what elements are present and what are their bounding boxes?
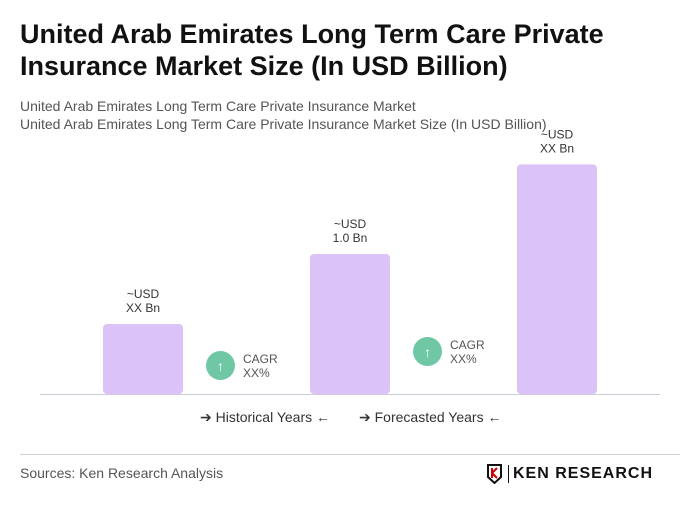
bar-1 [103, 324, 183, 394]
legend-forecasted-label: Forecasted Years [374, 409, 484, 425]
cagr-badge-1: ↑ CAGR XX% [206, 351, 278, 380]
ken-research-logo: KEN RESEARCH [486, 464, 653, 484]
arrow-right-icon: ➔ [200, 409, 212, 425]
cagr-label: CAGR [450, 337, 485, 352]
logo-mark-icon [487, 464, 502, 484]
arrow-left-icon: ← [487, 409, 502, 425]
cagr-value: XX% [450, 351, 477, 366]
legend-historical: ➔ Historical Years ← [200, 409, 330, 426]
bar-3 [517, 164, 597, 394]
data-label: ~USD [334, 217, 367, 231]
subtitle-2: United Arab Emirates Long Term Care Priv… [20, 116, 547, 132]
cagr-label: CAGR [243, 351, 278, 366]
footer-divider [20, 454, 680, 455]
legend-historical-label: Historical Years [215, 409, 313, 425]
chart-title: United Arab Emirates Long Term Care Priv… [20, 19, 604, 81]
data-label: ~USD [541, 127, 574, 141]
source-note: Sources: Ken Research Analysis [20, 465, 224, 481]
bar-2 [310, 254, 390, 394]
cagr-value: XX% [243, 365, 270, 380]
data-label: XX Bn [540, 141, 574, 155]
arrow-up-icon: ↑ [413, 337, 442, 366]
data-label: ~USD [127, 287, 160, 301]
cagr-badge-2: ↑ CAGR XX% [413, 337, 485, 366]
arrow-up-icon: ↑ [206, 351, 235, 380]
arrow-left-icon: ← [316, 409, 331, 425]
data-label: 1.0 Bn [333, 231, 368, 245]
arrow-right-icon: ➔ [359, 409, 371, 425]
data-label: XX Bn [126, 301, 160, 315]
subtitle: United Arab Emirates Long Term Care Priv… [20, 98, 416, 114]
legend-forecasted: ➔ Forecasted Years ← [359, 409, 501, 426]
